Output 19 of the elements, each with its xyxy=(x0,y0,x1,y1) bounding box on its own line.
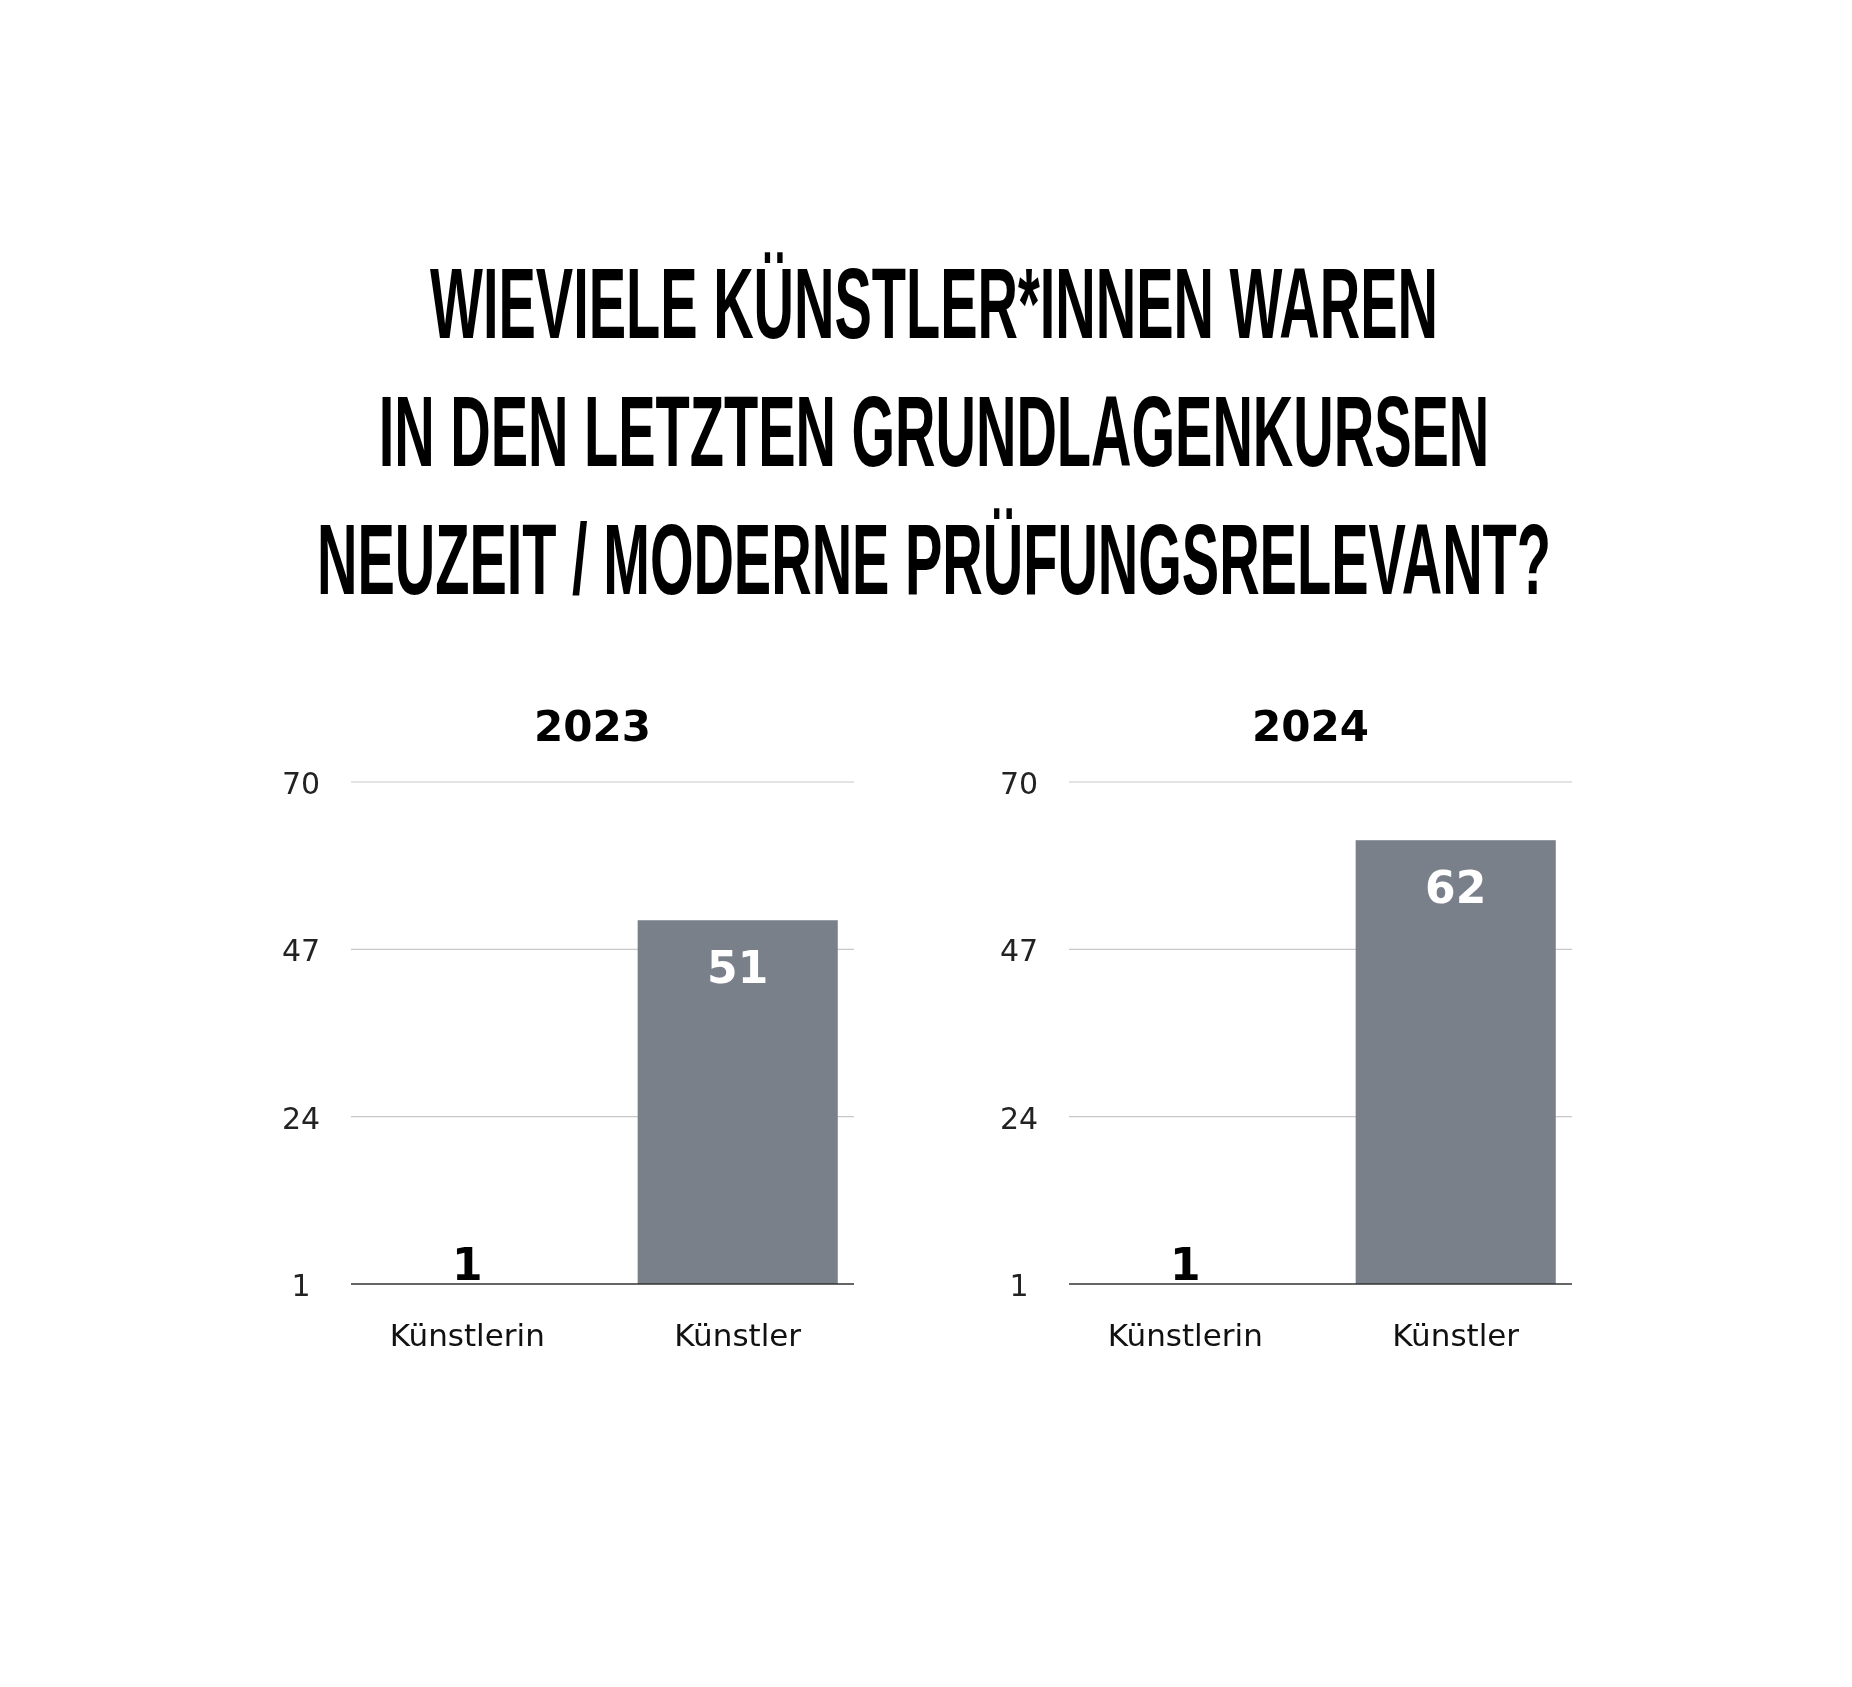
y-tick-label: 1 xyxy=(1009,1268,1029,1303)
chart-title: 2023 xyxy=(534,702,651,751)
y-tick-label: 1 xyxy=(291,1268,311,1303)
x-tick-label: Künstlerin xyxy=(1107,1317,1263,1353)
data-label: 1 xyxy=(1169,1239,1201,1290)
y-tick-label: 70 xyxy=(281,766,321,801)
y-tick-label: 24 xyxy=(281,1100,321,1136)
data-label: 51 xyxy=(707,942,769,994)
y-tick-label: 47 xyxy=(999,933,1039,969)
x-tick-label: Künstler xyxy=(1392,1317,1520,1353)
data-label: 1 xyxy=(451,1239,483,1290)
x-tick-label: Künstler xyxy=(674,1317,802,1353)
y-tick-label: 47 xyxy=(281,933,321,969)
y-tick-label: 24 xyxy=(999,1100,1039,1136)
y-tick-label: 70 xyxy=(999,766,1039,801)
text: WIEVIELE KÜNSTLER*INNEN WAREN IN DEN LETZTEN GRUNDLAGENKURSEN NEUZEIT / MODERNE PRÜFUNGSRELEVANT? xyxy=(317,247,1551,615)
chart-title: 2024 xyxy=(1252,702,1369,751)
data-label: 62 xyxy=(1425,862,1487,914)
x-tick-label: Künstlerin xyxy=(389,1317,545,1353)
